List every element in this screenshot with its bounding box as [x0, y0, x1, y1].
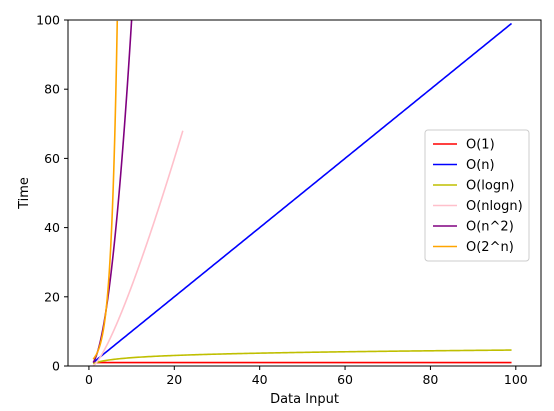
x-tick-label: 0: [85, 372, 93, 387]
y-tick-label: 60: [44, 151, 60, 166]
x-tick-label: 100: [504, 372, 528, 387]
plot-frame: [67, 19, 542, 367]
x-tick-label: 40: [252, 372, 268, 387]
y-tick-label: 100: [36, 13, 60, 28]
series-line-linear: [92, 22, 513, 364]
series-layer: [92, 19, 513, 367]
legend-label-exponential: O(2^n): [466, 240, 514, 255]
legend-label-nlogn: O(nlogn): [466, 199, 523, 214]
series-line-nlogn: [92, 130, 184, 367]
series-line-log: [92, 349, 512, 365]
x-tick-label: 60: [337, 372, 353, 387]
axis-layer: 0 20 40 60 80 100 0 20 40 60 80 100: [36, 13, 528, 388]
y-tick-label: 20: [44, 289, 60, 304]
x-axis-label: Data Input: [270, 392, 339, 407]
legend-label-constant: O(1): [466, 138, 495, 153]
y-tick-label: 80: [44, 82, 60, 97]
y-tick-label: 40: [44, 220, 60, 235]
legend-label-linear: O(n): [466, 158, 495, 173]
y-axis-label: Time: [17, 177, 32, 210]
x-tick-label: 80: [422, 372, 438, 387]
y-tick-label: 0: [52, 359, 60, 374]
legend-label-log: O(logn): [466, 179, 514, 194]
x-tick-label: 20: [166, 372, 182, 387]
legend: O(1) O(n) O(logn) O(nlogn) O(n^2) O(2^n): [424, 129, 530, 262]
legend-label-square: O(n^2): [466, 220, 514, 235]
series-line-exponential: [92, 20, 119, 360]
legend-box: [424, 129, 530, 262]
